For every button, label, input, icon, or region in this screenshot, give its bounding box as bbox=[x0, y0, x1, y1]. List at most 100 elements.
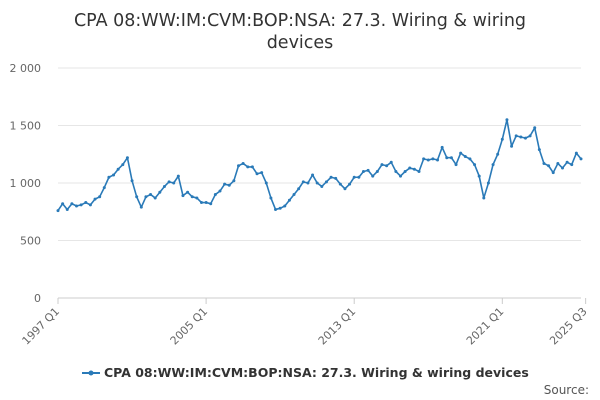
data-point[interactable] bbox=[459, 151, 463, 155]
data-point[interactable] bbox=[287, 198, 291, 202]
data-point[interactable] bbox=[75, 204, 79, 208]
data-point[interactable] bbox=[486, 181, 490, 185]
data-point[interactable] bbox=[93, 197, 97, 201]
data-point[interactable] bbox=[417, 170, 421, 173]
data-point[interactable] bbox=[199, 201, 203, 205]
data-point[interactable] bbox=[523, 136, 527, 140]
data-point[interactable] bbox=[422, 157, 426, 161]
data-point[interactable] bbox=[102, 186, 106, 190]
data-point[interactable] bbox=[250, 165, 254, 169]
data-point[interactable] bbox=[107, 175, 111, 179]
data-point[interactable] bbox=[218, 189, 222, 193]
data-point[interactable] bbox=[116, 167, 120, 171]
data-point[interactable] bbox=[162, 184, 166, 188]
data-point[interactable] bbox=[565, 160, 569, 164]
data-point[interactable] bbox=[334, 176, 338, 180]
data-point[interactable] bbox=[445, 156, 449, 160]
data-point[interactable] bbox=[570, 163, 574, 167]
data-point[interactable] bbox=[167, 180, 171, 184]
data-point[interactable] bbox=[149, 193, 153, 196]
data-point[interactable] bbox=[496, 152, 500, 156]
data-point[interactable] bbox=[547, 164, 551, 168]
data-point[interactable] bbox=[144, 195, 148, 199]
data-point[interactable] bbox=[88, 203, 92, 207]
data-point[interactable] bbox=[380, 163, 384, 167]
data-point[interactable] bbox=[408, 166, 412, 170]
data-point[interactable] bbox=[454, 163, 458, 167]
data-point[interactable] bbox=[79, 203, 83, 207]
data-point[interactable] bbox=[70, 202, 74, 206]
data-point[interactable] bbox=[324, 180, 328, 184]
data-point[interactable] bbox=[431, 157, 435, 161]
data-point[interactable] bbox=[436, 158, 440, 162]
data-point[interactable] bbox=[255, 172, 259, 176]
data-point[interactable] bbox=[403, 170, 407, 173]
data-point[interactable] bbox=[542, 161, 546, 165]
data-point[interactable] bbox=[130, 179, 134, 183]
data-point[interactable] bbox=[477, 174, 481, 178]
data-point[interactable] bbox=[283, 204, 287, 208]
data-point[interactable] bbox=[61, 202, 65, 206]
data-point[interactable] bbox=[343, 187, 347, 191]
data-point[interactable] bbox=[264, 181, 268, 185]
data-point[interactable] bbox=[232, 179, 236, 183]
data-point[interactable] bbox=[510, 144, 514, 148]
data-point[interactable] bbox=[468, 157, 472, 161]
data-point[interactable] bbox=[227, 183, 231, 187]
data-point[interactable] bbox=[528, 134, 532, 138]
data-point[interactable] bbox=[329, 175, 333, 179]
data-point[interactable] bbox=[389, 160, 393, 164]
data-point[interactable] bbox=[112, 173, 116, 177]
data-point[interactable] bbox=[537, 148, 541, 152]
data-point[interactable] bbox=[551, 171, 555, 175]
data-point[interactable] bbox=[579, 157, 583, 161]
data-point[interactable] bbox=[399, 174, 402, 178]
data-point[interactable] bbox=[158, 190, 162, 194]
data-point[interactable] bbox=[237, 164, 240, 168]
data-point[interactable] bbox=[311, 173, 315, 177]
data-point[interactable] bbox=[241, 161, 245, 165]
data-point[interactable] bbox=[375, 170, 379, 173]
data-point[interactable] bbox=[269, 196, 273, 200]
data-point[interactable] bbox=[260, 171, 264, 175]
data-point[interactable] bbox=[190, 195, 194, 199]
data-point[interactable] bbox=[533, 126, 537, 130]
data-point[interactable] bbox=[65, 207, 69, 211]
data-point[interactable] bbox=[514, 134, 518, 138]
data-point[interactable] bbox=[125, 156, 129, 160]
data-point[interactable] bbox=[519, 135, 523, 139]
data-point[interactable] bbox=[84, 201, 88, 205]
data-point[interactable] bbox=[463, 155, 467, 159]
data-point[interactable] bbox=[297, 187, 301, 191]
data-point[interactable] bbox=[560, 166, 564, 170]
data-point[interactable] bbox=[139, 205, 143, 209]
data-point[interactable] bbox=[204, 201, 208, 205]
data-point[interactable] bbox=[195, 196, 199, 200]
data-point[interactable] bbox=[246, 165, 250, 169]
data-point[interactable] bbox=[213, 193, 217, 196]
data-point[interactable] bbox=[301, 180, 305, 184]
data-point[interactable] bbox=[292, 193, 296, 196]
data-point[interactable] bbox=[449, 156, 453, 160]
data-point[interactable] bbox=[394, 170, 398, 173]
data-point[interactable] bbox=[278, 206, 282, 210]
data-point[interactable] bbox=[315, 181, 319, 185]
data-point[interactable] bbox=[98, 195, 102, 199]
data-point[interactable] bbox=[371, 174, 375, 178]
data-point[interactable] bbox=[491, 163, 495, 167]
data-point[interactable] bbox=[186, 190, 190, 194]
data-point[interactable] bbox=[426, 158, 430, 162]
data-point[interactable] bbox=[176, 174, 180, 178]
data-point[interactable] bbox=[306, 181, 310, 185]
data-point[interactable] bbox=[473, 163, 477, 167]
data-point[interactable] bbox=[121, 163, 125, 167]
legend[interactable]: CPA 08:WW:IM:CVM:BOP:NSA: 27.3. Wiring &… bbox=[82, 365, 529, 380]
data-point[interactable] bbox=[352, 175, 356, 179]
data-point[interactable] bbox=[556, 161, 560, 165]
data-point[interactable] bbox=[412, 167, 416, 171]
data-point[interactable] bbox=[357, 175, 361, 179]
data-point[interactable] bbox=[135, 195, 139, 199]
data-point[interactable] bbox=[274, 207, 278, 211]
data-point[interactable] bbox=[500, 137, 504, 141]
data-point[interactable] bbox=[153, 196, 157, 200]
